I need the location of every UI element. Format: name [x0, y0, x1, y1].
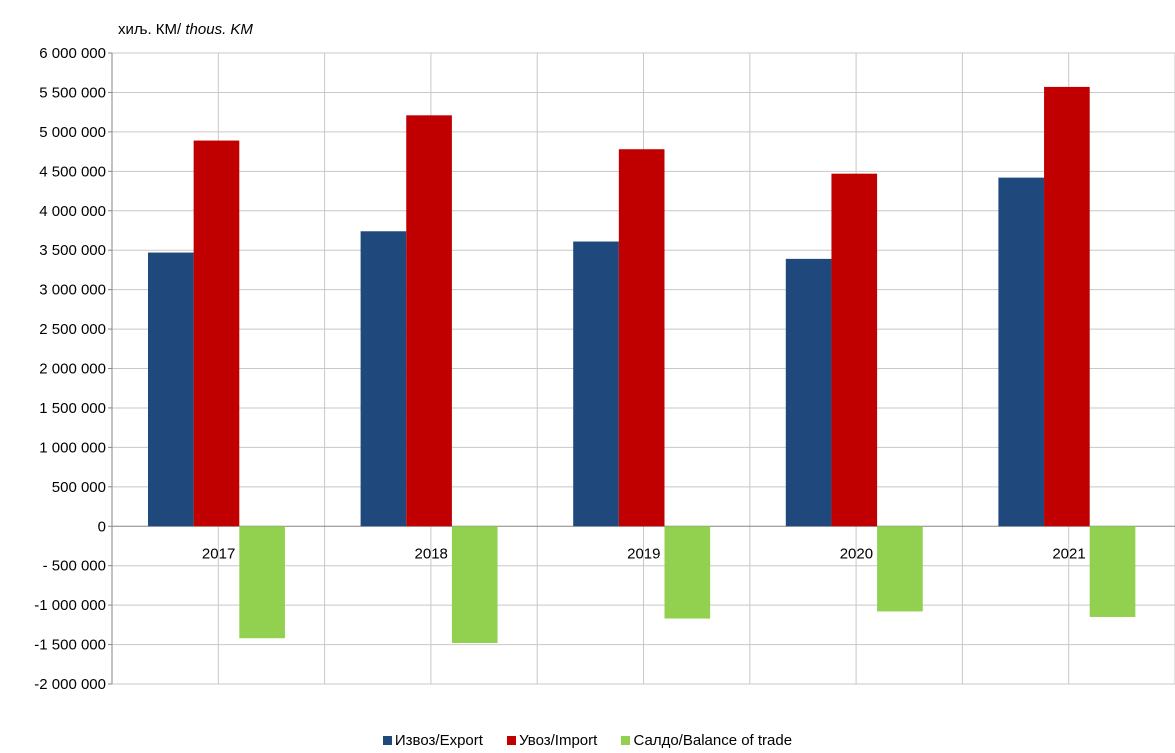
- legend-swatch-import: [507, 736, 517, 745]
- y-tick-label: 4 500 000: [39, 163, 106, 180]
- legend-item-import: Увоз/Import: [507, 732, 597, 749]
- legend-label-balance: Салдо/Balance of trade: [633, 732, 793, 749]
- legend-swatch-export: [382, 736, 392, 745]
- legend-item-balance: Салдо/Balance of trade: [621, 732, 792, 749]
- y-tick-label: -2 000 000: [34, 676, 106, 693]
- legend-item-export: Извоз/Export: [382, 732, 483, 749]
- y-tick-label: 4 000 000: [39, 203, 106, 220]
- y-tick-label: 6 000 000: [39, 45, 106, 62]
- unit-label-prefix: хиљ. КМ/: [118, 21, 182, 38]
- x-tick-label: 2018: [415, 545, 448, 562]
- y-tick-label: 2 500 000: [39, 321, 106, 338]
- y-tick-label: 2 000 000: [39, 361, 106, 378]
- unit-label: хиљ. КМ/ thous. KM: [118, 21, 253, 38]
- label-layer: 6 000 000 5 500 000 5 000 000 4 500 000 4 00…: [34, 45, 1085, 693]
- bar-balance-2019: [664, 526, 711, 619]
- bar-import-2020: [831, 173, 878, 527]
- bar-layer: [148, 86, 1136, 643]
- bar-import-2021: [1044, 86, 1090, 527]
- legend-swatch-balance: [621, 736, 631, 745]
- bar-balance-2018: [451, 526, 498, 643]
- x-tick-label: 2017: [202, 545, 235, 562]
- unit-label-italic: thous. KM: [181, 21, 253, 38]
- bar-import-2019: [618, 149, 665, 527]
- y-tick-label: 500 000: [52, 479, 106, 496]
- legend: Извоз/Export Увоз/Import Салдо/Balance o…: [0, 732, 1175, 749]
- legend-label-import: Увоз/Import: [519, 732, 598, 749]
- y-tick-label: 3 500 000: [39, 242, 106, 259]
- x-tick-label: 2020: [840, 545, 873, 562]
- y-tick-label: 5 000 000: [39, 124, 106, 141]
- x-tick-label: 2021: [1052, 545, 1085, 562]
- y-tick-label: -1 500 000: [34, 637, 106, 654]
- y-tick-label: 1 000 000: [39, 439, 106, 456]
- x-tick-label: 2019: [627, 545, 660, 562]
- y-tick-label: -1 000 000: [34, 597, 106, 614]
- bar-export-2019: [573, 241, 619, 527]
- y-tick-label: 1 500 000: [39, 400, 106, 417]
- bar-balance-2017: [239, 526, 285, 639]
- trade-bar-chart: 6 000 000 5 500 000 5 000 000 4 500 000 4 00…: [34, 45, 1175, 693]
- bar-import-2018: [406, 115, 452, 527]
- bar-export-2018: [360, 231, 407, 527]
- y-tick-label: 3 000 000: [39, 282, 106, 299]
- y-tick-label: 5 500 000: [39, 84, 106, 101]
- bar-balance-2021: [1089, 526, 1136, 617]
- bar-export-2020: [785, 258, 832, 527]
- y-tick-label: 0: [98, 518, 106, 535]
- bar-export-2017: [148, 252, 194, 527]
- bar-export-2021: [998, 177, 1045, 527]
- bar-import-2017: [193, 140, 240, 527]
- bar-balance-2020: [877, 526, 923, 612]
- legend-label-export: Извоз/Export: [394, 732, 483, 749]
- y-tick-label: - 500 000: [43, 558, 106, 575]
